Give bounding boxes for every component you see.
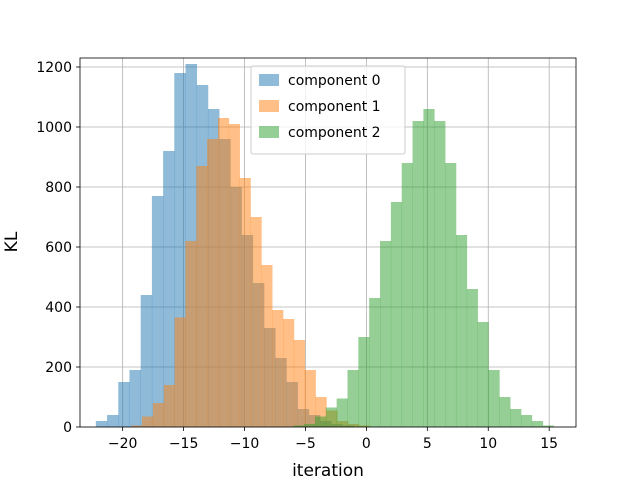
- x-tick-label: 15: [540, 436, 558, 452]
- y-tick-label: 400: [45, 300, 72, 316]
- legend-swatch-0: [259, 74, 279, 86]
- histogram-bar: [239, 178, 251, 427]
- histogram-bar: [131, 425, 143, 427]
- histogram-bar: [261, 265, 273, 427]
- histogram-bar: [152, 403, 165, 427]
- histogram-bar: [107, 415, 119, 427]
- histogram-bar: [304, 370, 316, 427]
- histogram-bar: [488, 370, 500, 427]
- histogram-bar: [434, 121, 446, 427]
- histogram-bar: [521, 415, 533, 427]
- plot-frame: [79, 57, 577, 428]
- histogram-bar: [445, 163, 457, 427]
- histogram-bar: [250, 217, 262, 427]
- histogram-bar: [401, 163, 413, 427]
- histogram-bar: [336, 398, 348, 427]
- histogram-bar: [163, 385, 175, 427]
- histogram-bar: [217, 118, 230, 427]
- histogram-bar: [315, 397, 327, 427]
- histogram-bar: [390, 202, 403, 427]
- legend-label-0: component 0: [288, 73, 381, 89]
- histogram-bar: [293, 340, 306, 427]
- legend-swatch-1: [259, 100, 279, 112]
- y-tick-label: 600: [45, 240, 72, 256]
- histogram-bar: [142, 416, 154, 427]
- series-1-bars: [131, 118, 371, 427]
- histogram-bar: [542, 425, 554, 427]
- histogram-bar: [151, 196, 164, 427]
- histogram-bars: [95, 64, 554, 427]
- x-axis-label: iteration: [292, 461, 364, 480]
- x-tick-label: −5: [295, 436, 316, 452]
- y-tick-label: 200: [45, 360, 72, 376]
- histogram-bar: [412, 121, 424, 427]
- histogram-bar: [196, 166, 208, 427]
- histogram-bar: [314, 416, 327, 427]
- histogram-bar: [163, 151, 175, 427]
- histogram-bar: [347, 370, 359, 427]
- histogram-bar: [358, 337, 370, 427]
- histogram-bar: [304, 424, 316, 427]
- histogram-bar: [118, 382, 130, 427]
- y-tick-label: 1200: [36, 60, 72, 76]
- legend-box: [250, 65, 406, 155]
- legend-label-1: component 1: [288, 99, 381, 115]
- histogram-bar: [499, 397, 511, 427]
- histogram-bar: [140, 295, 153, 427]
- histogram-bar: [129, 370, 141, 427]
- x-tick-label: 0: [362, 436, 371, 452]
- y-tick-label: 0: [63, 420, 72, 436]
- histogram-bar: [228, 124, 240, 427]
- histogram-bar: [369, 298, 381, 427]
- histogram-bar: [477, 322, 489, 427]
- histogram-bar: [272, 310, 284, 427]
- histogram-bar: [531, 421, 544, 427]
- x-tick-label: −20: [108, 436, 138, 452]
- x-tick-label: −10: [230, 436, 260, 452]
- histogram-bar: [95, 421, 108, 427]
- histogram-bar: [174, 73, 186, 427]
- legend: component 0 component 1 component 2: [250, 65, 406, 155]
- x-tick-label: 10: [479, 436, 497, 452]
- x-tick-label: 5: [423, 436, 432, 452]
- histogram-bar: [380, 241, 392, 427]
- histogram-bar: [325, 407, 337, 427]
- x-tick-label: −15: [169, 436, 199, 452]
- histogram-bar: [185, 241, 197, 427]
- legend-label-2: component 2: [288, 125, 381, 141]
- histogram-bar: [207, 139, 219, 427]
- y-tick-label: 1000: [36, 120, 72, 136]
- axis-ticks: −20 −15 −10 −5 0 5 10 15 0 200 400 600 800 1000 1200: [36, 60, 558, 452]
- histogram-bar: [466, 289, 478, 427]
- histogram-bar: [283, 319, 295, 427]
- y-axis-label: KL: [2, 231, 22, 252]
- histogram-bar: [293, 425, 305, 427]
- y-tick-label: 800: [45, 180, 72, 196]
- histogram-bar: [174, 317, 186, 427]
- legend-swatch-2: [259, 126, 279, 138]
- series-2-bars: [293, 109, 554, 427]
- histogram-bar: [455, 235, 468, 427]
- histogram-bar: [510, 409, 522, 427]
- histogram-bar: [423, 109, 435, 427]
